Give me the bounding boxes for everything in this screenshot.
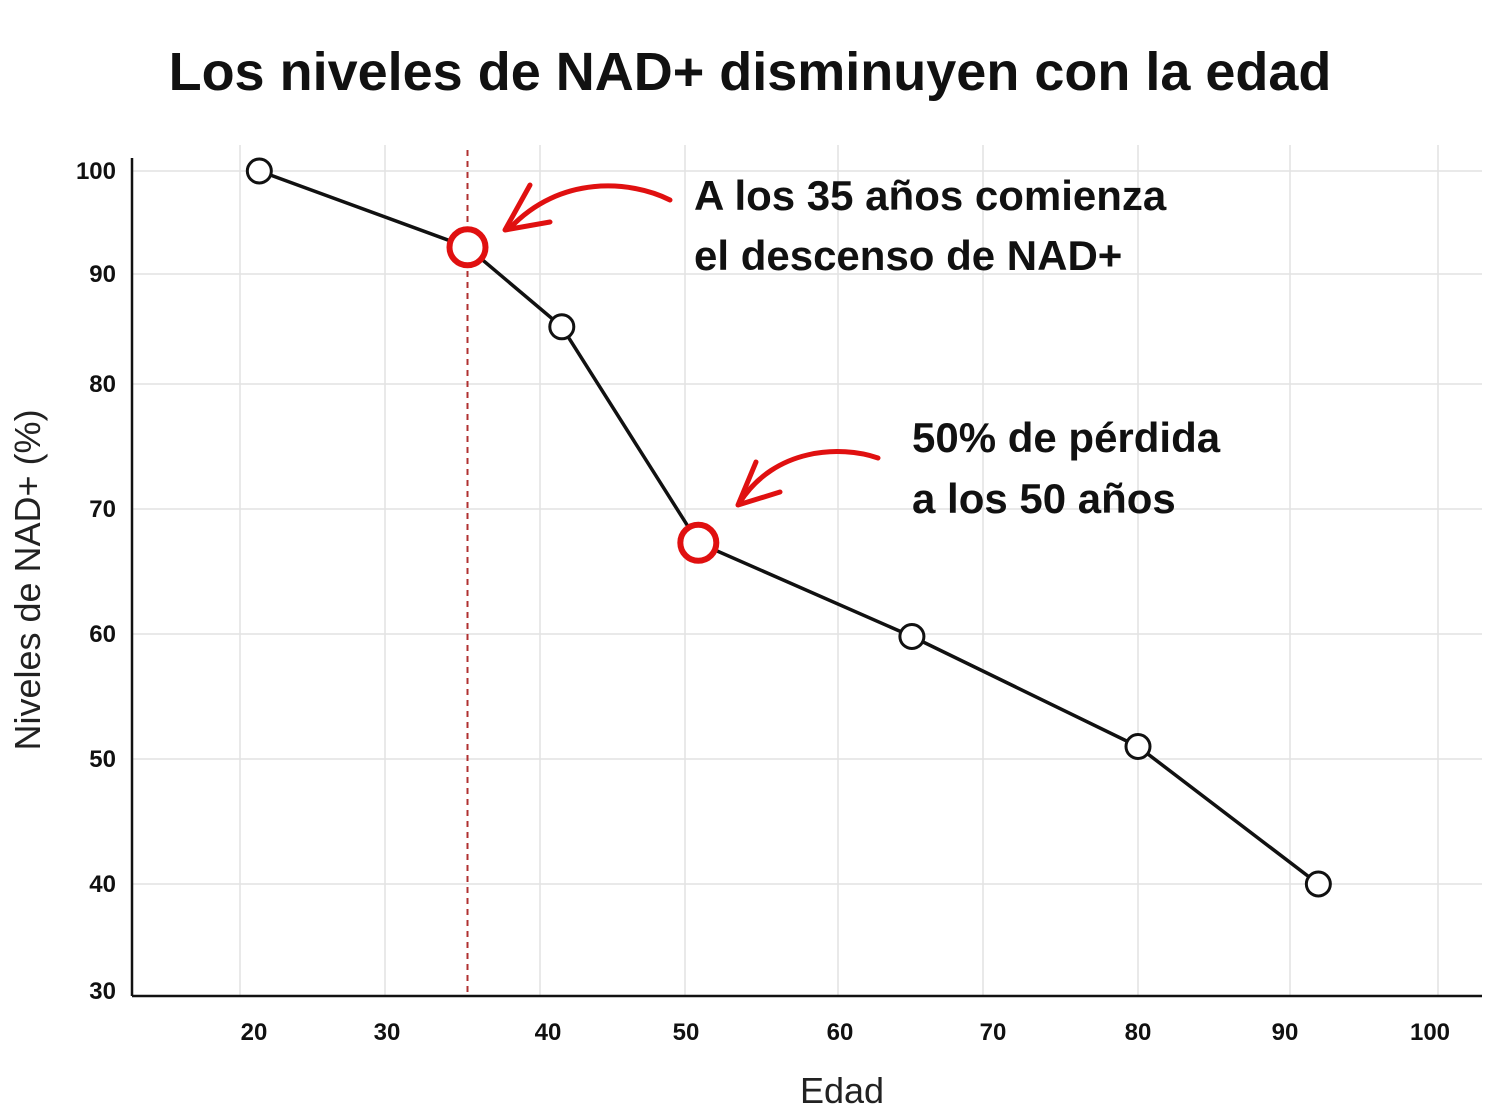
grid [132, 145, 1482, 996]
y-tick-label: 50 [89, 746, 116, 773]
annotation-1-line-1: A los 35 años comienza [694, 172, 1167, 219]
highlighted-data-point [446, 226, 489, 269]
x-tick-label: 90 [1272, 1019, 1299, 1046]
annotation-1-line-2: el descenso de NAD+ [694, 232, 1122, 279]
y-tick-label: 40 [89, 871, 116, 898]
y-tick-label: 70 [89, 496, 116, 523]
x-tick-label: 70 [980, 1019, 1007, 1046]
data-point [245, 157, 273, 185]
annotation-arrow-2 [737, 449, 881, 505]
annotation-2-line-1: 50% de pérdida [912, 414, 1221, 461]
data-point [898, 623, 926, 650]
y-tick-label: 100 [76, 158, 116, 185]
data-points [245, 157, 1332, 898]
x-axis-label: Edad [800, 1070, 884, 1111]
y-axis-label: Niveles de NAD+ (%) [7, 409, 48, 750]
x-tick-label: 30 [374, 1019, 401, 1046]
chart-title: Los niveles de NAD+ disminuyen con la ed… [169, 42, 1332, 102]
annotation-2-line-2: a los 50 años [912, 475, 1176, 522]
y-tick-label: 80 [89, 371, 116, 398]
x-tick-label: 60 [827, 1019, 854, 1046]
data-point [548, 313, 576, 341]
data-point [1124, 733, 1152, 760]
x-tick-label: 50 [673, 1019, 700, 1046]
y-tick-labels: 100 90 80 70 60 50 40 30 [76, 158, 116, 1005]
x-tick-labels: 20 30 40 50 60 70 80 90 100 [241, 1019, 1450, 1046]
highlighted-data-point [677, 521, 720, 564]
x-tick-label: 20 [241, 1019, 268, 1046]
arrowhead-1-icon [502, 182, 553, 233]
x-tick-label: 40 [535, 1019, 562, 1046]
y-tick-label: 30 [89, 978, 116, 1005]
annotation-arrow-1 [507, 183, 673, 231]
x-tick-label: 80 [1125, 1019, 1152, 1046]
y-tick-label: 90 [89, 261, 116, 288]
data-point [1304, 870, 1332, 898]
arrowhead-2-icon [735, 459, 783, 508]
y-tick-label: 60 [89, 621, 116, 648]
x-tick-label: 100 [1410, 1019, 1450, 1046]
